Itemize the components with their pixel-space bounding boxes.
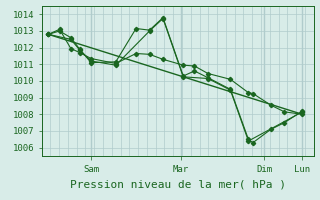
X-axis label: Pression niveau de la mer( hPa ): Pression niveau de la mer( hPa ) xyxy=(70,180,286,190)
